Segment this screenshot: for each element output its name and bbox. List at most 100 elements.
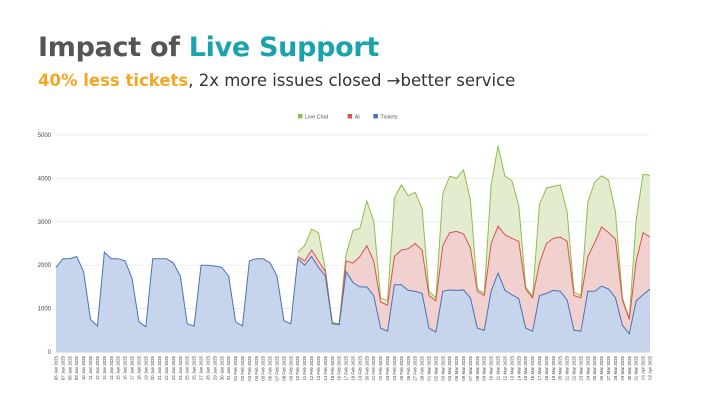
x-tick-label: 13 Jan 2025: [102, 355, 107, 380]
x-tick-label: 03 Feb 2025: [247, 355, 252, 380]
x-tick-label: 09 Feb 2025: [288, 355, 293, 380]
x-tick-label: 18 Feb 2025: [351, 355, 356, 380]
line-live-chat: [297, 145, 651, 325]
x-tick-label: 29 Mar 2025: [620, 355, 625, 380]
x-tick-label: 20 Mar 2025: [558, 355, 563, 380]
x-tick-label: 12 Jan 2025: [95, 355, 100, 380]
x-tick-label: 16 Jan 2025: [123, 355, 128, 380]
x-tick-label: 09 Jan 2025: [74, 355, 79, 380]
y-axis: 0 1000 2000 3000 4000 5000: [38, 133, 52, 356]
x-tick-label: 18 Jan 2025: [136, 355, 141, 380]
title-part-dark: Impact of: [38, 32, 189, 63]
series-areas: [56, 145, 650, 352]
x-tick-label: 31 Mar 2025: [634, 355, 639, 380]
x-tick-label: 10 Feb 2025: [295, 355, 300, 380]
x-tick-label: 06 Jan 2025: [54, 355, 59, 380]
legend-swatch-ai: [347, 114, 353, 119]
x-tick-label: 25 Jan 2025: [185, 355, 190, 380]
x-tick-label: 24 Feb 2025: [392, 355, 397, 380]
page-title: Impact of Live Support: [38, 34, 379, 61]
x-tick-label: 13 Mar 2025: [509, 355, 514, 380]
x-tick-label: 21 Feb 2025: [371, 355, 376, 380]
x-tick-label: 20 Jan 2025: [150, 355, 155, 380]
x-tick-label: 04 Mar 2025: [447, 355, 452, 380]
x-tick-label: 17 Feb 2025: [344, 355, 349, 380]
x-tick-label: 02 Apr 2025: [648, 355, 653, 379]
x-tick-label: 23 Mar 2025: [578, 355, 583, 380]
x-tick-label: 22 Mar 2025: [572, 355, 577, 380]
x-tick-label: 01 Mar 2025: [426, 355, 431, 380]
series-lines: [55, 145, 651, 335]
x-tick-label: 16 Feb 2025: [337, 355, 342, 380]
x-tick-label: 08 Mar 2025: [475, 355, 480, 380]
x-tick-label: 23 Jan 2025: [171, 355, 176, 380]
x-tick-label: 21 Jan 2025: [157, 355, 162, 380]
x-tick-label: 02 Mar 2025: [433, 355, 438, 380]
x-tick-label: 26 Jan 2025: [192, 355, 197, 380]
x-tick-label: 06 Feb 2025: [268, 355, 273, 380]
x-tick-label: 12 Mar 2025: [502, 355, 507, 380]
x-tick-label: 13 Feb 2025: [316, 355, 321, 380]
x-tick-label: 19 Feb 2025: [357, 355, 362, 380]
x-tick-label: 01 Apr 2025: [641, 355, 646, 379]
x-tick-label: 15 Mar 2025: [523, 355, 528, 380]
x-tick-label: 14 Mar 2025: [516, 355, 521, 380]
x-tick-label: 30 Jan 2025: [219, 355, 224, 380]
x-tick-label: 28 Mar 2025: [613, 355, 618, 380]
x-tick-label: 10 Jan 2025: [81, 355, 86, 380]
x-tick-label: 06 Mar 2025: [461, 355, 466, 380]
x-tick-label: 09 Mar 2025: [482, 355, 487, 380]
x-tick-label: 21 Mar 2025: [565, 355, 570, 380]
subtitle: 40% less tickets, 2x more issues closed …: [38, 71, 516, 90]
x-tick-label: 17 Mar 2025: [537, 355, 542, 380]
x-tick-label: 25 Mar 2025: [592, 355, 597, 380]
y-tick-label: 4000: [38, 176, 52, 182]
legend-label-ai: AI: [355, 115, 361, 121]
subtitle-highlight: 40% less tickets: [38, 71, 189, 90]
x-tick-label: 23 Feb 2025: [385, 355, 390, 380]
legend-label-tickets: Tickets: [380, 115, 397, 121]
y-tick-label: 1000: [38, 307, 52, 313]
x-tick-label: 05 Mar 2025: [454, 355, 459, 380]
x-tick-label: 05 Feb 2025: [261, 355, 266, 380]
subtitle-rest: , 2x more issues closed →better service: [188, 71, 516, 90]
x-tick-label: 15 Feb 2025: [330, 355, 335, 380]
x-tick-label: 19 Mar 2025: [551, 355, 556, 380]
x-tick-label: 15 Jan 2025: [116, 355, 121, 380]
x-tick-label: 08 Feb 2025: [281, 355, 286, 380]
x-tick-label: 17 Jan 2025: [129, 355, 134, 380]
x-tick-label: 30 Mar 2025: [627, 355, 632, 380]
x-tick-label: 28 Jan 2025: [205, 355, 210, 380]
x-tick-label: 19 Jan 2025: [143, 355, 148, 380]
x-tick-label: 10 Mar 2025: [489, 355, 494, 380]
x-tick-label: 27 Jan 2025: [199, 355, 204, 380]
x-tick-label: 01 Feb 2025: [233, 355, 238, 380]
x-tick-label: 22 Feb 2025: [378, 355, 383, 380]
x-tick-label: 12 Feb 2025: [309, 355, 314, 380]
x-tick-label: 07 Feb 2025: [275, 355, 280, 380]
area-tickets: [56, 252, 650, 352]
x-tick-label: 18 Mar 2025: [544, 355, 549, 380]
x-tick-label: 25 Feb 2025: [399, 355, 404, 380]
x-tick-label: 11 Mar 2025: [496, 355, 501, 380]
x-tick-label: 02 Feb 2025: [240, 355, 245, 380]
y-tick-label: 3000: [38, 220, 52, 226]
x-tick-label: 03 Mar 2025: [440, 355, 445, 380]
legend-swatch-tickets: [373, 114, 378, 119]
line-ai: [297, 225, 651, 326]
legend: Live Chat AI Tickets: [298, 114, 398, 121]
x-tick-label: 24 Mar 2025: [585, 355, 590, 380]
x-tick-label: 26 Feb 2025: [406, 355, 411, 380]
x-tick-label: 27 Mar 2025: [606, 355, 611, 380]
x-tick-label: 11 Jan 2025: [88, 355, 93, 379]
x-tick-label: 14 Jan 2025: [109, 355, 114, 380]
legend-swatch-live-chat: [298, 114, 303, 119]
x-axis: 06 Jan 2025 07 Jan 2025 08 Jan 2025 09 Jan …: [54, 355, 653, 380]
x-tick-label: 11 Feb 2025: [302, 355, 307, 380]
x-tick-label: 04 Feb 2025: [254, 355, 259, 380]
x-tick-label: 27 Feb 2025: [413, 355, 418, 380]
x-tick-label: 07 Jan 2025: [60, 355, 65, 380]
x-tick-label: 24 Jan 2025: [178, 355, 183, 380]
y-tick-label: 2000: [38, 263, 52, 269]
